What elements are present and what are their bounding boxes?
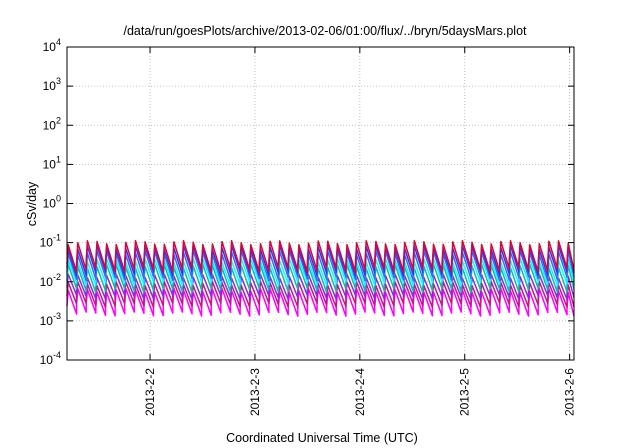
x-axis: 2013-2-2 2013-2-3 2013-2-4 2013-2-5 2013-2-6 bbox=[143, 47, 577, 416]
series-line bbox=[66, 239, 575, 273]
y-tick-label: 10-3 bbox=[40, 311, 61, 328]
chart-title: /data/run/goesPlots/archive/2013-02-06/0… bbox=[123, 24, 527, 38]
x-tick-label: 2013-2-6 bbox=[563, 368, 577, 416]
y-axis-label: cSv/day bbox=[25, 181, 39, 226]
y-tick-label: 10-4 bbox=[40, 350, 61, 367]
x-tick-label: 2013-2-3 bbox=[248, 368, 262, 416]
x-axis-label: Coordinated Universal Time (UTC) bbox=[226, 431, 418, 445]
y-tick-label: 104 bbox=[43, 37, 61, 54]
x-tick-label: 2013-2-4 bbox=[353, 368, 367, 416]
y-tick-label: 10-1 bbox=[40, 233, 61, 250]
y-tick-label: 101 bbox=[43, 154, 61, 171]
y-tick-label: 103 bbox=[43, 76, 61, 93]
y-tick-label: 10-2 bbox=[40, 272, 61, 289]
y-tick-label: 102 bbox=[43, 115, 61, 132]
x-tick-label: 2013-2-2 bbox=[143, 368, 157, 416]
series-group bbox=[66, 239, 575, 317]
y-tick-label: 100 bbox=[43, 194, 61, 211]
x-tick-label: 2013-2-5 bbox=[458, 368, 472, 416]
